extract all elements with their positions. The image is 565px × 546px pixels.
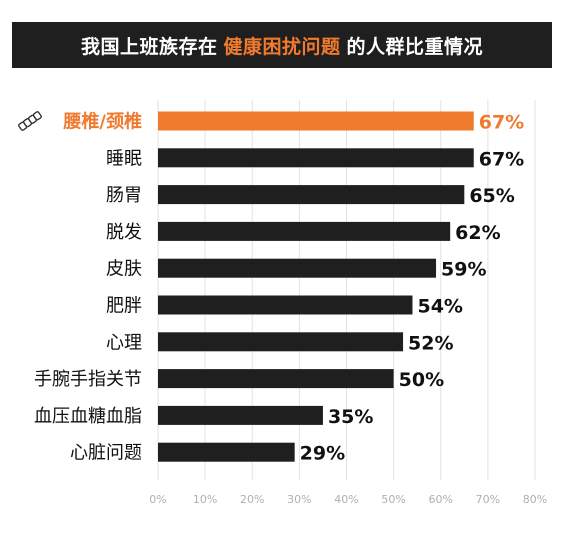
value-label: 35%	[328, 406, 373, 428]
bar	[158, 405, 323, 425]
category-label: 肠胃	[106, 185, 142, 206]
title-prefix: 我国上班族存在	[80, 35, 218, 58]
category-label: 肥胖	[106, 296, 142, 317]
category-label: 皮肤	[106, 259, 142, 280]
value-label: 50%	[399, 369, 444, 391]
bar	[158, 332, 404, 352]
x-tick-label: 50%	[381, 493, 405, 506]
chart-title-banner: 我国上班族存在 健康困扰问题 的人群比重情况	[12, 22, 552, 68]
x-tick-label: 60%	[429, 493, 453, 506]
value-label: 52%	[408, 332, 453, 354]
x-tick-label: 0%	[149, 493, 166, 506]
value-label: 29%	[300, 443, 345, 465]
category-label: 腰椎/颈椎	[62, 111, 142, 133]
value-label: 67%	[479, 148, 524, 170]
category-label: 血压血糖血脂	[34, 406, 142, 427]
x-tick-label: 20%	[240, 493, 264, 506]
vertebra	[32, 111, 42, 121]
spine-icon	[18, 111, 42, 131]
value-labels: 67% 67% 65% 62% 59% 54% 52% 50% 35% 29%	[300, 112, 525, 465]
value-label: 54%	[417, 296, 462, 318]
bars	[158, 111, 474, 462]
value-label: 62%	[455, 222, 500, 244]
category-label: 心理	[106, 332, 142, 353]
x-tick-label: 70%	[476, 493, 500, 506]
x-tick-label: 30%	[287, 493, 311, 506]
bar	[158, 221, 451, 241]
value-label: 59%	[441, 259, 486, 281]
category-label: 心脏问题	[70, 443, 142, 464]
x-tick-label: 10%	[193, 493, 217, 506]
title-suffix: 的人群比重情况	[346, 35, 484, 58]
bar	[158, 111, 474, 131]
bar	[158, 185, 465, 205]
x-tick-label: 80%	[523, 493, 547, 506]
bar	[158, 258, 437, 278]
bar	[158, 369, 394, 389]
category-label: 脱发	[106, 222, 142, 243]
category-label: 睡眠	[106, 148, 142, 169]
x-tick-label: 40%	[334, 493, 358, 506]
value-label: 65%	[469, 185, 514, 207]
bar	[158, 442, 295, 462]
title-highlight: 健康困扰问题	[223, 35, 341, 58]
x-axis-ticks: 0% 10% 20% 30% 40% 50% 60% 70% 80%	[149, 493, 547, 506]
spine-icon	[18, 111, 42, 131]
bar	[158, 295, 413, 315]
category-label: 手腕手指关节	[34, 369, 142, 390]
value-label: 67%	[479, 112, 524, 134]
bar	[158, 148, 474, 168]
